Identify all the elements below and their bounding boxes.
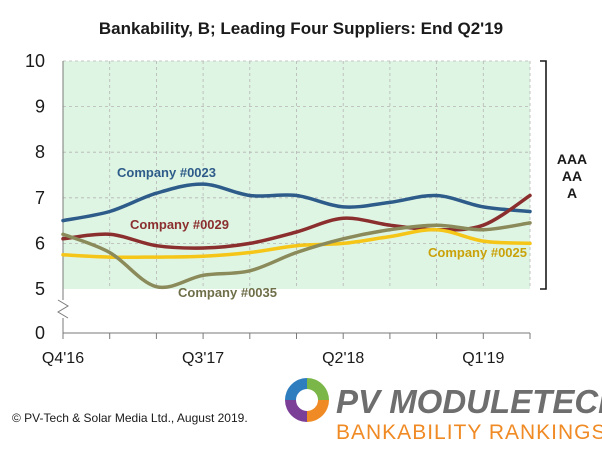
label-company-0023: Company #0023 bbox=[117, 165, 216, 180]
x-tick-label: Q1'19 bbox=[462, 350, 504, 367]
series-line-2 bbox=[61, 193, 532, 250]
x-axis-ticks: Q4'16 Q3'17 Q2'18 Q1'19 bbox=[42, 350, 505, 367]
x-tick-label: Q4'16 bbox=[42, 350, 84, 367]
label-company-0025: Company #0025 bbox=[428, 245, 527, 260]
series-line-1 bbox=[61, 182, 532, 223]
label-company-0035: Company #0035 bbox=[178, 285, 277, 300]
brand-name: PV MODULETECH bbox=[336, 383, 602, 420]
y-axis-ticks: 0 5 6 7 8 9 10 bbox=[25, 51, 45, 343]
series-line-3 bbox=[61, 227, 532, 260]
x-tick-label: Q2'18 bbox=[322, 350, 364, 367]
brand-logo-icon bbox=[285, 378, 329, 422]
y-tick-label: 0 bbox=[35, 323, 45, 343]
gridlines bbox=[63, 60, 531, 289]
brand-subtitle: BANKABILITY RANKINGS bbox=[336, 421, 602, 444]
axes bbox=[57, 61, 531, 339]
axis-break-mark bbox=[57, 299, 69, 319]
y-tick-label: 9 bbox=[35, 97, 45, 117]
rating-a: A bbox=[567, 185, 577, 201]
series-line-4 bbox=[61, 221, 532, 290]
y-tick-label: 10 bbox=[25, 51, 45, 71]
chart-title: Bankability, B; Leading Four Suppliers: … bbox=[99, 19, 503, 38]
x-tick-label: Q3'17 bbox=[182, 350, 224, 367]
label-company-0029: Company #0029 bbox=[130, 217, 229, 232]
y-tick-label: 5 bbox=[35, 279, 45, 299]
series-lines bbox=[61, 182, 532, 290]
rating-aaa: AAA bbox=[557, 151, 587, 167]
rating-bracket bbox=[540, 60, 547, 290]
y-tick-label: 7 bbox=[35, 188, 45, 208]
y-tick-label: 6 bbox=[35, 233, 45, 253]
y-tick-label: 8 bbox=[35, 142, 45, 162]
copyright-text: © PV-Tech & Solar Media Ltd., August 201… bbox=[12, 411, 248, 425]
rating-aa: AA bbox=[562, 168, 582, 184]
